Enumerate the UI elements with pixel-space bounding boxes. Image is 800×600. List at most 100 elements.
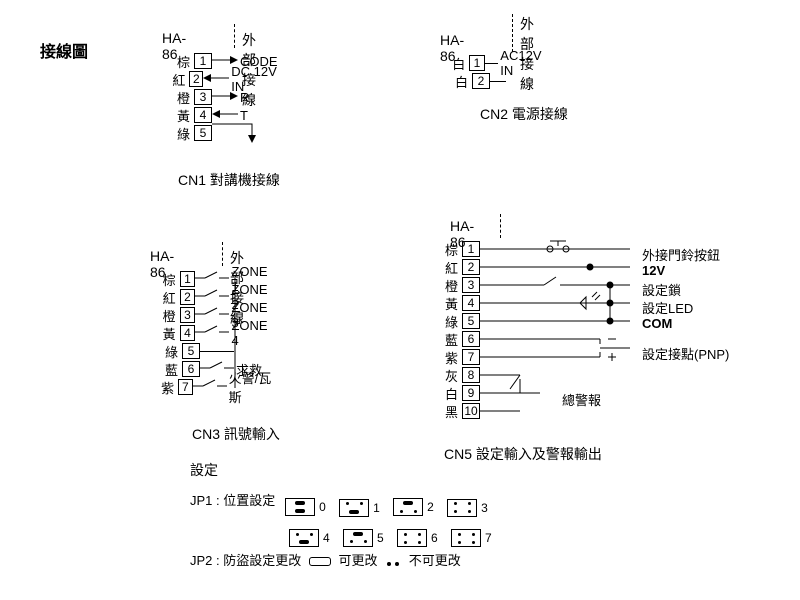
jp1-number: 5 <box>377 531 387 545</box>
pin-number: 1 <box>180 271 196 287</box>
jp1-option: 1 <box>339 499 383 517</box>
arrow-icon <box>212 117 262 150</box>
pin-row: 紅2 <box>440 258 480 276</box>
jp1-option: 7 <box>451 529 495 547</box>
switch-icon <box>195 307 229 324</box>
pin-number: 7 <box>462 349 480 365</box>
wire-color: 紫 <box>440 348 462 367</box>
pin-number: 5 <box>194 125 212 141</box>
pin-number: 6 <box>182 361 200 377</box>
wire-color: 綠 <box>172 124 194 143</box>
pin-row: 黃4 <box>440 294 480 312</box>
jp1-option: 5 <box>343 529 387 547</box>
jp2-opt1: 可更改 <box>339 553 378 568</box>
wire-color: 紅 <box>160 288 180 307</box>
jumper-icon <box>451 529 481 547</box>
pin-row: 藍6 <box>440 330 480 348</box>
cn5-note-lock: 設定鎖 <box>642 280 681 299</box>
jp1-option: 0 <box>285 498 329 516</box>
jp1-option: 3 <box>447 499 491 517</box>
pin-number: 3 <box>194 89 212 105</box>
pin-number: 1 <box>462 241 480 257</box>
cn5-note-pnp: 設定接點(PNP) <box>642 344 729 363</box>
pin-number: 3 <box>462 277 480 293</box>
pin-row: 綠5 <box>172 124 278 142</box>
jp1-number: 2 <box>427 500 437 514</box>
wire-color: 紅 <box>440 258 462 277</box>
jp1-number: 6 <box>431 531 441 545</box>
pin-number: 4 <box>180 325 196 341</box>
pin-number: 6 <box>462 331 480 347</box>
cn2-label: CN2 電源接線 <box>480 104 568 124</box>
wire-color: 灰 <box>440 366 462 385</box>
jp1-option: 2 <box>393 498 437 516</box>
switch-icon <box>195 289 229 306</box>
pin-number: 7 <box>178 379 193 395</box>
jumper-icon <box>339 499 369 517</box>
wire-color: 橙 <box>172 88 194 107</box>
pin-number: 10 <box>462 403 480 419</box>
jumper-icon <box>343 529 373 547</box>
jumper-icon <box>289 529 319 547</box>
cn3-divider <box>222 242 223 266</box>
page-title: 接線圖 <box>40 38 88 62</box>
jp1-label: JP1 : 位置設定 <box>190 493 275 508</box>
pin-number: 1 <box>194 53 212 69</box>
cn5-divider <box>500 214 501 238</box>
pin-row: 黃4ZONE 4 <box>160 324 272 342</box>
cn5-label: CN5 設定輸入及警報輸出 <box>444 444 602 464</box>
wire-color: 黃 <box>172 106 194 125</box>
pin-row: 紫7火警/瓦斯 <box>160 378 272 396</box>
settings-label: 設定 <box>190 460 218 480</box>
cn5-note-12v: 12V <box>642 263 665 278</box>
wire-color: 紫 <box>160 378 178 397</box>
wire-color: 棕 <box>172 52 194 71</box>
wire-color: 藍 <box>160 360 182 379</box>
jp2-label: JP2 : 防盜設定更改 <box>190 553 301 568</box>
jp1-option: 6 <box>397 529 441 547</box>
wire-stub <box>485 63 499 64</box>
switch-icon <box>195 271 229 288</box>
arrow-icon <box>212 89 238 106</box>
wire-color: 白 <box>440 384 462 403</box>
signal-label: AC12V IN <box>500 48 549 78</box>
signal-label: DC 12V IN <box>231 64 277 94</box>
jp2-closed-icon <box>309 557 331 566</box>
jp1-number: 4 <box>323 531 333 545</box>
cn5-note-doorbell: 外接門鈴按鈕 <box>642 245 720 264</box>
pin-number: 4 <box>194 107 212 123</box>
wire-color: 橙 <box>440 276 462 295</box>
pin-row: 紫7 <box>440 348 480 366</box>
cn3-bus <box>234 270 242 396</box>
jumper-icon <box>397 529 427 547</box>
jp1-option: 4 <box>289 529 333 547</box>
pin-number: 3 <box>180 307 196 323</box>
wire-color: 橙 <box>160 306 180 325</box>
jp1-number: 3 <box>481 501 491 515</box>
wire-color: 白 <box>450 54 469 73</box>
pin-row: 棕1 <box>440 240 480 258</box>
cn2-divider <box>512 14 513 52</box>
wire-color: 黃 <box>440 294 462 313</box>
pin-row: 綠5 <box>440 312 480 330</box>
pin-row: 白1AC12V IN <box>450 54 549 72</box>
jumper-icon <box>285 498 315 516</box>
pin-number: 8 <box>462 367 480 383</box>
cn5-wiring <box>480 240 760 440</box>
jumper-icon <box>393 498 423 516</box>
pin-number: 4 <box>462 295 480 311</box>
jp1-number: 1 <box>373 501 383 515</box>
wire-color: 綠 <box>160 342 182 361</box>
pin-row: 橙3 <box>440 276 480 294</box>
pin-row: 灰8 <box>440 366 480 384</box>
pin-row: 黑10 <box>440 402 480 420</box>
switch-icon <box>193 379 227 396</box>
pin-number: 2 <box>189 71 203 87</box>
pin-number: 2 <box>462 259 480 275</box>
pin-number: 2 <box>180 289 196 305</box>
wire-color: 紅 <box>172 70 189 89</box>
pin-row: 紅2DC 12V IN <box>172 70 278 88</box>
pin-number: 5 <box>462 313 480 329</box>
jp1-number: 7 <box>485 531 495 545</box>
jp1-number: 0 <box>319 500 329 514</box>
